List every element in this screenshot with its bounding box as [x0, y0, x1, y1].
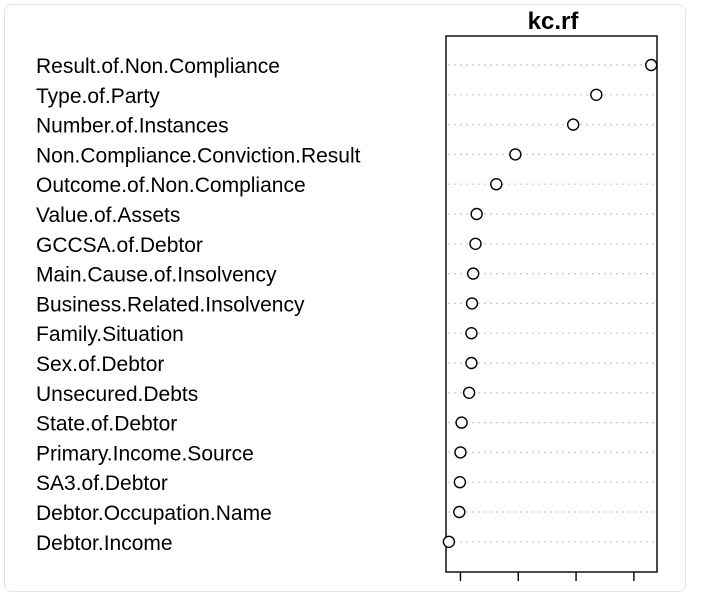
guide-lines: [448, 64, 655, 543]
category-labels: Result.of.Non.Compliance Type.of.Party Num…: [36, 55, 361, 555]
category-label: State.of.Debtor: [36, 413, 177, 436]
data-point: [453, 476, 467, 489]
data-point: [590, 88, 603, 102]
category-label: Type.of.Party: [36, 85, 160, 108]
data-point: [455, 416, 468, 429]
data-point: [645, 58, 658, 72]
plot-area-box: [445, 35, 658, 573]
category-label: Outcome.of.Non.Compliance: [36, 174, 306, 197]
category-label: Debtor.Occupation.Name: [36, 502, 272, 525]
category-label: Number.of.Instances: [36, 115, 229, 138]
data-point: [566, 118, 580, 131]
data-point: [509, 148, 522, 161]
category-label: Unsecured.Debts: [36, 383, 198, 406]
category-label: GCCSA.of.Debtor: [36, 234, 203, 257]
chart-title: kc.rf: [528, 8, 580, 35]
category-label: Family.Situation: [36, 323, 184, 346]
category-label: Business.Related.Insolvency: [36, 293, 305, 316]
category-label: Debtor.Income: [36, 532, 173, 555]
chart-frame: [4, 4, 686, 592]
category-label: Main.Cause.of.Insolvency: [36, 264, 277, 287]
data-point: [470, 207, 483, 221]
x-axis-ticks: [459, 572, 635, 581]
data-point: [466, 267, 480, 280]
data-points: [442, 58, 658, 548]
category-label: SA3.of.Debtor: [36, 472, 168, 495]
category-label: Non.Compliance.Conviction.Result: [36, 144, 361, 167]
data-point: [454, 446, 467, 459]
category-label: Sex.of.Debtor: [36, 353, 164, 376]
data-point: [490, 177, 503, 191]
data-point: [465, 356, 478, 370]
data-point: [453, 505, 466, 519]
data-point: [462, 386, 476, 399]
data-point: [469, 237, 482, 251]
data-point: [465, 327, 478, 340]
data-point: [442, 535, 456, 548]
category-label: Value.of.Assets: [36, 204, 180, 227]
category-label: Result.of.Non.Compliance: [36, 55, 280, 78]
category-label: Primary.Income.Source: [36, 442, 254, 465]
data-point: [465, 297, 479, 310]
